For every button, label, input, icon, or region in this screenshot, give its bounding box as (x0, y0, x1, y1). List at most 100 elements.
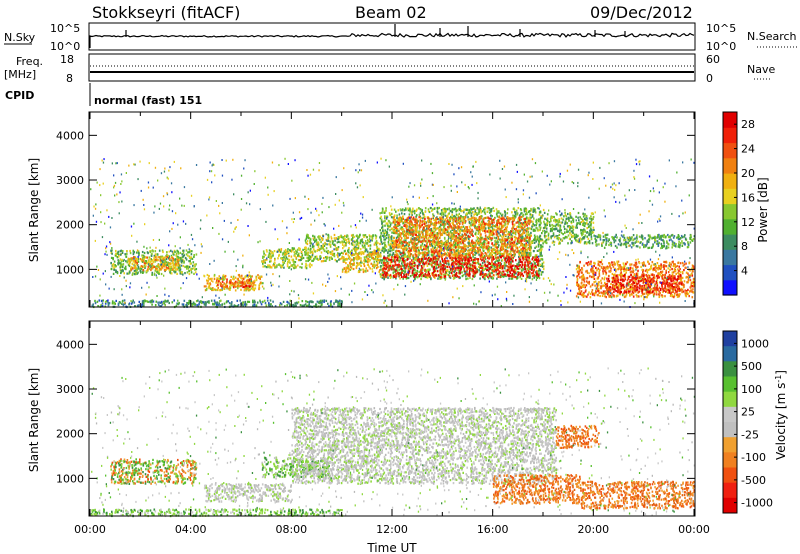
power-cell (324, 259, 326, 262)
power-cell (534, 254, 537, 257)
power-cell (223, 278, 225, 281)
power-cell (353, 259, 355, 262)
power-cell (360, 259, 362, 262)
power-cell (137, 260, 140, 263)
power-cell (249, 281, 252, 284)
power-cell (389, 213, 391, 216)
power-cell (372, 252, 374, 255)
power-cell (389, 274, 391, 277)
power-cell (521, 263, 524, 267)
power-cell (428, 268, 431, 271)
power-cell (389, 242, 392, 245)
power-cell (297, 248, 299, 251)
power-cell (537, 274, 540, 277)
power-cell (389, 245, 392, 248)
power-cell (168, 269, 171, 272)
power-cell (484, 273, 486, 276)
power-cell (306, 235, 308, 238)
power-cell (501, 235, 503, 238)
power-cell (258, 284, 260, 287)
power-cell (160, 261, 162, 264)
power-cell (277, 263, 280, 266)
power-cell (443, 260, 445, 263)
power-cell (518, 214, 521, 217)
power-cell (386, 257, 388, 260)
power-cell (443, 226, 445, 229)
power-cell (475, 244, 477, 247)
power-cell (392, 245, 394, 248)
power-cell (212, 287, 214, 290)
power-cell (240, 285, 242, 288)
power-cell (474, 248, 476, 251)
power-cell (126, 253, 128, 256)
power-cell (448, 252, 450, 255)
power-cell (357, 263, 359, 266)
power-cell (518, 257, 521, 260)
power-cell (415, 274, 417, 277)
power-cell (379, 275, 382, 278)
power-cell (350, 238, 353, 241)
power-cell (421, 244, 423, 247)
power-cell (374, 257, 376, 261)
power-cell (351, 253, 353, 256)
power-cell (250, 275, 252, 278)
power-cell (459, 257, 462, 260)
power-cell (171, 260, 174, 263)
power-cell (375, 258, 377, 261)
power-cell (194, 271, 197, 274)
power-cell (398, 268, 401, 271)
power-cell (487, 275, 489, 278)
power-cell (384, 220, 386, 223)
power-cell (388, 212, 391, 215)
power-cell (300, 258, 302, 261)
power-cell (311, 255, 313, 258)
power-cell (377, 265, 379, 269)
power-cell (526, 254, 528, 258)
power-cell (302, 248, 304, 251)
power-cell (176, 257, 178, 260)
power-cell (446, 222, 449, 225)
power-cell (175, 260, 177, 263)
power-cell (531, 215, 534, 218)
power-cell (356, 262, 359, 265)
power-cell (461, 264, 463, 267)
power-cell (369, 240, 371, 243)
power-cell (514, 211, 516, 214)
power-cell (174, 271, 176, 274)
power-cell (407, 256, 409, 259)
power-cell (537, 236, 539, 239)
power-cell (537, 263, 539, 266)
power-cell (480, 209, 482, 212)
power-cell (537, 259, 540, 263)
power-cell (232, 275, 235, 278)
power-cell (495, 269, 498, 272)
power-cell (454, 244, 456, 247)
power-cell (380, 238, 382, 241)
power-cell (421, 260, 424, 264)
power-cell (524, 228, 526, 231)
power-cell (531, 240, 534, 243)
power-cell (535, 258, 537, 261)
power-cell (495, 237, 498, 240)
power-cell (391, 244, 393, 247)
power-cell (349, 250, 352, 253)
power-cell (426, 269, 429, 272)
power-cell (129, 271, 131, 274)
power-cell (421, 235, 424, 238)
power-cell (329, 251, 332, 254)
power-cell (352, 233, 354, 237)
cpid-label: CPID (5, 89, 34, 102)
power-cell (487, 277, 490, 280)
power-cell (195, 268, 198, 271)
power-cell (293, 247, 295, 250)
power-cell (468, 270, 471, 273)
power-cell (466, 212, 468, 215)
power-cell (532, 228, 535, 231)
power-cell (347, 264, 349, 267)
power-cell (444, 214, 447, 217)
power-cell (502, 247, 504, 250)
power-cell (361, 239, 363, 242)
power-cell (481, 272, 483, 275)
power-cell (371, 265, 374, 268)
power-cell (229, 279, 231, 282)
